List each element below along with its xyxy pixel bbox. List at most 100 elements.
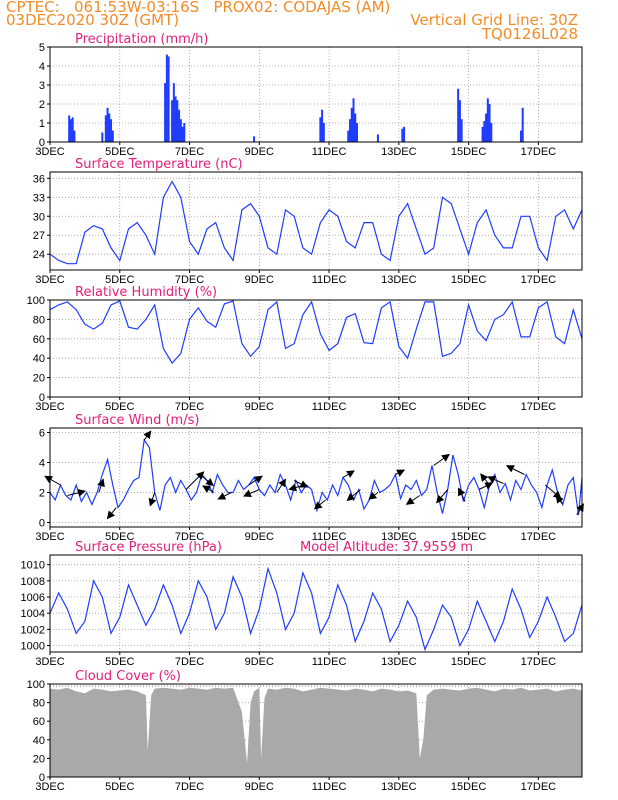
bar [519, 130, 522, 142]
y-tick-label: 100 [27, 295, 45, 307]
wind-vector [288, 483, 305, 492]
bar [352, 98, 355, 142]
bar [165, 54, 168, 142]
bar [319, 117, 322, 142]
bar [376, 134, 379, 142]
bar [172, 83, 175, 142]
x-tick-label: 3DEC [35, 656, 64, 668]
y-tick-label: 4 [39, 458, 45, 470]
y-tick-label: 100 [27, 679, 45, 691]
y-tick-label: 0 [39, 137, 45, 149]
bar [490, 123, 493, 142]
x-tick-label: 9DEC [245, 274, 274, 286]
wind-vector [405, 495, 421, 505]
y-tick-label: 80 [33, 314, 45, 326]
y-tick-label: 30 [33, 211, 45, 223]
bar [350, 107, 353, 142]
y-tick-label: 60 [33, 716, 45, 728]
wind-vector [276, 478, 287, 493]
x-tick-label: 15DEC [451, 401, 487, 413]
wind-vector [44, 475, 61, 486]
x-tick-label: 3DEC [35, 401, 64, 413]
bar [521, 107, 524, 142]
x-tick-label: 9DEC [245, 781, 274, 793]
y-tick-label: 1004 [21, 608, 45, 620]
bar [488, 104, 491, 142]
x-tick-label: 3DEC [35, 781, 64, 793]
bar [111, 130, 114, 142]
x-tick-label: 7DEC [175, 781, 204, 793]
plot-frame [49, 171, 583, 271]
x-tick-label: 11DEC [312, 146, 347, 158]
x-tick-label: 11DEC [312, 401, 347, 413]
panel-3: 0 20 40 60 80 100 3DEC 5DEC 7DEC 9DEC 11DEC 13DEC 15… [27, 285, 583, 413]
wind-vector [313, 499, 326, 510]
x-tick-label: 5DEC [105, 274, 134, 286]
x-tick-label: 17DEC [521, 531, 557, 543]
bar [71, 117, 74, 142]
bar [403, 126, 406, 142]
x-tick-label: 5DEC [105, 656, 134, 668]
bar [69, 119, 72, 142]
y-tick-label: 0 [39, 518, 45, 530]
y-tick-label: 40 [33, 735, 45, 747]
x-tick-label: 5DEC [105, 401, 134, 413]
product-code: TQ0126L028 [481, 25, 578, 43]
x-tick-label: 7DEC [175, 531, 204, 543]
y-tick-label: 1010 [21, 560, 45, 572]
plot-frame [49, 299, 583, 398]
y-tick-label: 4 [39, 61, 45, 73]
bar [486, 98, 489, 142]
wind-vector [478, 482, 494, 490]
bar [181, 126, 184, 142]
y-tick-label: 33 [33, 192, 45, 204]
x-tick-label: 7DEC [175, 656, 204, 668]
wind-vector [555, 494, 564, 505]
panel-title: Surface Temperature (nC) [75, 157, 243, 172]
wind-vector [185, 471, 205, 490]
y-tick-label: 60 [33, 334, 45, 346]
wind-vector [436, 489, 449, 504]
panel-4: 0 2 4 6 3DEC 5DEC 7DEC 9DEC 11DEC 13DEC 15DEC 17DEC… [35, 413, 584, 543]
panel-title: Relative Humidity (%) [75, 285, 217, 300]
wind-vector [458, 487, 466, 502]
wind-vector [106, 507, 117, 520]
y-tick-label: 2 [39, 488, 45, 500]
bar [104, 115, 107, 142]
panel-title: Surface Wind (m/s) [75, 413, 199, 428]
x-tick-label: 3DEC [35, 531, 64, 543]
grid-line-label: Vertical Grid Line: 30Z [410, 11, 578, 29]
y-tick-label: 1000 [21, 641, 45, 653]
bar [355, 123, 358, 142]
panel-6: 0 20 40 60 80 100 3DEC 5DEC 7DEC 9DEC 11DEC 13DEC 15… [27, 669, 583, 793]
plot-frame [49, 554, 583, 653]
x-tick-label: 9DEC [245, 656, 274, 668]
y-tick-label: 0 [39, 392, 45, 404]
y-tick-label: 24 [33, 249, 45, 261]
x-tick-label: 3DEC [35, 274, 64, 286]
wind-vector [97, 478, 105, 493]
bar [73, 130, 76, 142]
x-tick-label: 13DEC [381, 531, 417, 543]
wind-vector [395, 469, 406, 477]
bar [110, 119, 113, 142]
x-tick-label: 3DEC [35, 146, 64, 158]
bar [485, 113, 488, 142]
y-tick-label: 36 [33, 173, 45, 185]
bar [321, 109, 324, 142]
panel-title: Precipitation (mm/h) [75, 32, 208, 47]
bar [322, 123, 325, 142]
y-tick-label: 1002 [21, 624, 45, 636]
x-tick-label: 7DEC [175, 146, 204, 158]
x-tick-label: 13DEC [381, 274, 417, 286]
x-tick-label: 9DEC [245, 401, 274, 413]
panel-title: Cloud Cover (%) [75, 669, 181, 684]
y-tick-label: 0 [39, 772, 45, 784]
wind-vector [242, 489, 260, 498]
bar [183, 123, 186, 142]
bar [354, 113, 357, 142]
x-tick-label: 11DEC [312, 274, 347, 286]
panel-title: Surface Pressure (hPa) [75, 540, 222, 555]
y-tick-label: 2 [39, 99, 45, 111]
